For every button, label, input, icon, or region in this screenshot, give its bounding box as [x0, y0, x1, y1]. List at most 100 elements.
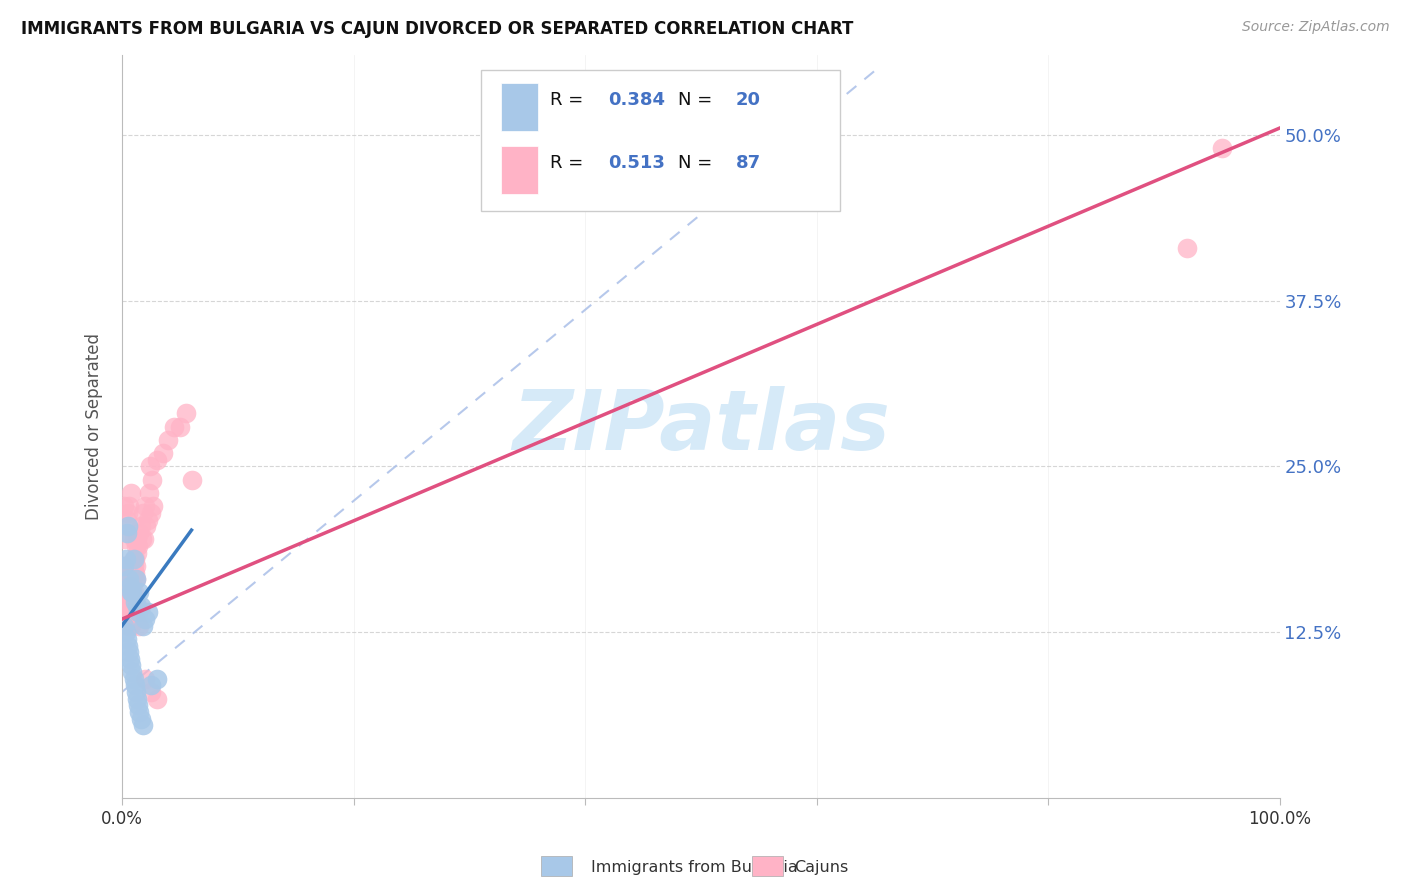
Point [121, 665, 143, 679]
Point [128, 585, 150, 599]
Point [127, 599, 149, 613]
Text: R =: R = [550, 154, 589, 172]
Text: Immigrants from Bulgaria: Immigrants from Bulgaria [591, 860, 797, 874]
Point [115, 579, 138, 593]
Point [169, 419, 191, 434]
Point [114, 558, 136, 573]
FancyBboxPatch shape [501, 146, 537, 194]
Point [120, 599, 142, 613]
Point [180, 473, 202, 487]
Point [120, 612, 142, 626]
Point [120, 599, 142, 613]
Point [138, 486, 160, 500]
Point [112, 500, 135, 514]
Point [115, 525, 138, 540]
Point [141, 473, 163, 487]
Point [129, 519, 152, 533]
Point [120, 658, 142, 673]
Point [125, 539, 148, 553]
Point [174, 406, 197, 420]
Point [115, 512, 138, 526]
Point [120, 579, 142, 593]
Point [163, 419, 186, 434]
Point [117, 506, 139, 520]
Text: N =: N = [678, 154, 717, 172]
Text: Source: ZipAtlas.com: Source: ZipAtlas.com [1241, 20, 1389, 34]
Point [120, 606, 142, 620]
Point [125, 612, 148, 626]
Point [118, 645, 141, 659]
Point [120, 486, 142, 500]
Point [136, 512, 159, 526]
Point [114, 625, 136, 640]
Point [115, 585, 138, 599]
Text: IMMIGRANTS FROM BULGARIA VS CAJUN DIVORCED OR SEPARATED CORRELATION CHART: IMMIGRANTS FROM BULGARIA VS CAJUN DIVORC… [21, 20, 853, 37]
Point [139, 506, 162, 520]
Point [134, 612, 156, 626]
Point [117, 606, 139, 620]
Point [120, 579, 142, 593]
Point [132, 718, 155, 732]
Point [120, 585, 142, 599]
Point [121, 572, 143, 586]
Point [134, 672, 156, 686]
Point [118, 606, 141, 620]
Point [1211, 141, 1233, 155]
Point [114, 558, 136, 573]
Point [115, 572, 138, 586]
Point [128, 705, 150, 719]
Text: ZIPatlas: ZIPatlas [512, 386, 890, 467]
Point [122, 533, 145, 547]
Text: 87: 87 [735, 154, 761, 172]
Point [127, 533, 149, 547]
Point [121, 585, 143, 599]
Text: 0.384: 0.384 [609, 91, 665, 109]
Point [117, 592, 139, 607]
Point [118, 618, 141, 632]
Point [135, 519, 157, 533]
Point [124, 566, 146, 580]
Text: Cajuns: Cajuns [794, 860, 849, 874]
Point [112, 558, 135, 573]
Point [128, 618, 150, 632]
Point [124, 572, 146, 586]
Point [134, 500, 156, 514]
Point [120, 572, 142, 586]
Point [122, 585, 145, 599]
Point [132, 618, 155, 632]
Text: R =: R = [550, 91, 589, 109]
Point [118, 599, 141, 613]
Point [139, 459, 162, 474]
Point [139, 685, 162, 699]
Point [122, 558, 145, 573]
Point [112, 533, 135, 547]
Point [117, 592, 139, 607]
Point [118, 599, 141, 613]
Point [121, 585, 143, 599]
Point [114, 552, 136, 566]
Point [124, 595, 146, 609]
Point [117, 639, 139, 653]
Point [120, 618, 142, 632]
Point [157, 433, 180, 447]
Point [115, 579, 138, 593]
Point [139, 678, 162, 692]
Point [127, 698, 149, 713]
Point [118, 500, 141, 514]
Point [136, 606, 159, 620]
Point [117, 585, 139, 599]
Point [152, 446, 174, 460]
Point [129, 712, 152, 726]
Point [127, 539, 149, 553]
Text: 20: 20 [735, 91, 761, 109]
Point [122, 552, 145, 566]
Point [122, 566, 145, 580]
Point [112, 618, 135, 632]
Point [118, 572, 141, 586]
Point [118, 599, 141, 613]
Point [132, 506, 155, 520]
Point [121, 566, 143, 580]
Point [122, 672, 145, 686]
Point [125, 685, 148, 699]
Point [118, 618, 141, 632]
